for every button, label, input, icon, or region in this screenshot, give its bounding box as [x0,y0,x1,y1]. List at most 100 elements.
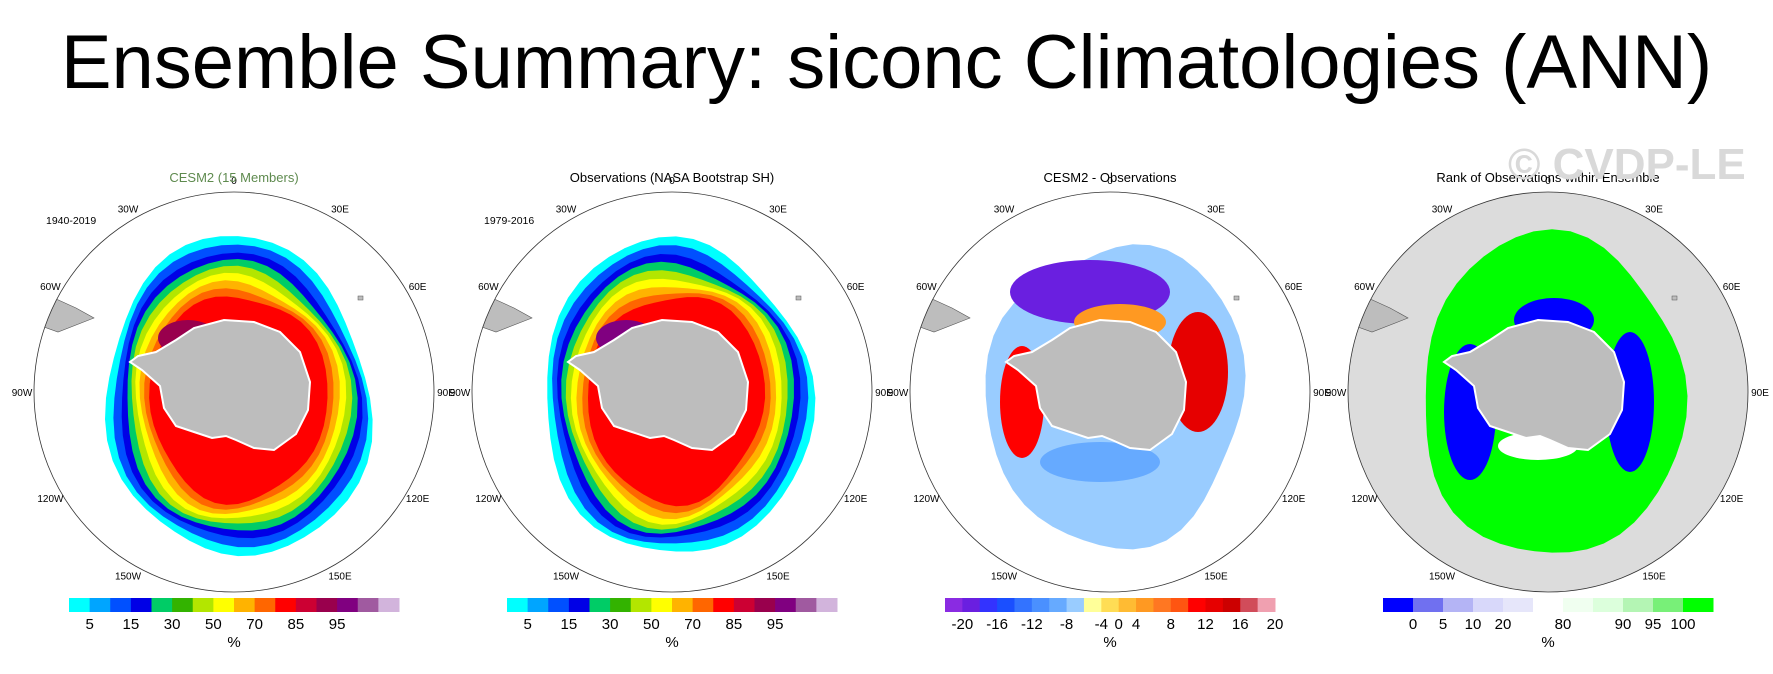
longitude-label: 150W [115,572,142,583]
longitude-label: 150E [328,572,352,583]
longitude-label: 0 [669,176,675,187]
colorbar-tick-label: 50 [205,616,222,633]
panel-title: CESM2 (15 Members) [169,170,298,185]
colorbar-tick-label: 10 [1465,616,1482,633]
colorbar-tick-label: 30 [602,616,619,633]
colorbar-swatch [507,598,529,612]
colorbar-swatch [1413,598,1444,612]
colorbar-swatch [589,598,611,612]
colorbar-tick-label: 20 [1267,616,1284,633]
colorbar-swatch [1170,598,1189,612]
colorbar-swatch [234,598,256,612]
colorbar-tick-label: 5 [523,616,531,633]
colorbar-tick-label: 8 [1167,616,1175,633]
colorbar-swatch [527,598,549,612]
colorbar-swatch [651,598,673,612]
longitude-label: 120W [1351,494,1378,505]
colorbar-tick-label: 0 [1409,616,1417,633]
longitude-label: 150W [1429,572,1456,583]
antarctica-land [1004,318,1188,452]
map-field [472,236,816,552]
colorbar-tick-label: 30 [164,616,181,633]
longitude-label: 60W [478,282,499,293]
longitude-label: 120E [406,494,430,505]
colorbar-tick-label: -20 [952,616,974,633]
map-boundary [471,191,873,593]
colorbar: 0 5 10 20 80 90 95 100% [1383,598,1714,651]
colorbar-tick-label: 95 [1645,616,1662,633]
longitude-label: 120E [1282,494,1306,505]
colorbar: 5 15 30 50 70 85 95% [69,598,400,651]
colorbar-swatch [337,598,359,612]
longitude-label: 60E [847,282,865,293]
colorbar-tick-label: 16 [1232,616,1249,633]
colorbar-swatch [1593,598,1624,612]
colorbar: 5 15 30 50 70 85 95% [507,598,838,651]
watermark: © CVDP-LE [1508,140,1746,189]
panel-title: Rank of Observations within Ensemble [1436,170,1659,185]
longitude-label: 60W [916,282,937,293]
colorbar-swatch [775,598,797,612]
longitude-label: 0 [231,176,237,187]
colorbar-swatch [172,598,194,612]
colorbar-tick-label: 90 [1615,616,1632,633]
longitude-label: 30E [1207,204,1225,215]
diff-negative [1040,442,1160,482]
colorbar-tick-label: 20 [1495,616,1512,633]
colorbar-swatch [316,598,338,612]
island-land [1671,295,1678,301]
longitude-label: 150E [1204,572,1228,583]
colorbar-swatch [151,598,173,612]
colorbar-tick-label: 0 [1115,616,1123,633]
colorbar-swatch [548,598,570,612]
colorbar-swatch [1503,598,1534,612]
longitude-label: 120W [913,494,940,505]
colorbar-swatch [1240,598,1259,612]
colorbar-swatch [69,598,91,612]
island-land [1233,295,1240,301]
colorbar-swatch [713,598,735,612]
map-panel-3: 030E60E90E120E150E180150W120W90W60W30WCE… [888,170,1332,651]
longitude-label: 90W [1326,388,1347,399]
colorbar-swatch [795,598,817,612]
colorbar-swatch [997,598,1015,612]
colorbar-swatch [1066,598,1085,612]
antarctica-land [128,318,312,452]
map-panel-2: 030E60E90E120E150E180150W120W90W60W30WOb… [450,170,894,651]
longitude-label: 30W [556,204,577,215]
colorbar-tick-label: 100 [1670,616,1695,633]
island-land [357,295,364,301]
panel-title: Observations (NASA Bootstrap SH) [570,170,774,185]
longitude-label: 0 [1545,176,1551,187]
colorbar-swatch [130,598,152,612]
colorbar-tick-label: -8 [1060,616,1073,633]
longitude-label: 60W [1354,282,1375,293]
longitude-label: 90E [1313,388,1331,399]
colorbar-unit: % [227,634,240,651]
antarctica-land [1442,318,1626,452]
colorbar-swatch [1222,598,1241,612]
longitude-label: 90E [437,388,455,399]
map-boundary [1347,191,1749,593]
colorbar-swatch [1533,598,1564,612]
colorbar-swatch [1083,598,1102,612]
colorbar-swatch [1383,598,1414,612]
map-boundary [909,191,1311,593]
longitude-label: 150W [553,572,580,583]
colorbar-tick-label: 12 [1197,616,1214,633]
colorbar-swatch [630,598,652,612]
longitude-label: 150E [766,572,790,583]
colorbar-swatch [945,598,963,612]
longitude-label: 60E [1723,282,1741,293]
colorbar-swatch [1473,598,1504,612]
colorbar-tick-label: 95 [767,616,784,633]
longitude-label: 120E [844,494,868,505]
colorbar-swatch [1153,598,1172,612]
colorbar-swatch [1118,598,1137,612]
colorbar-swatch [213,598,235,612]
colorbar-swatch [1136,598,1154,612]
colorbar-unit: % [665,634,678,651]
colorbar-swatch [1563,598,1594,612]
colorbar-swatch [1188,598,1207,612]
map-panel-1: 030E60E90E120E150E180150W120W90W60W30WCE… [12,170,456,651]
